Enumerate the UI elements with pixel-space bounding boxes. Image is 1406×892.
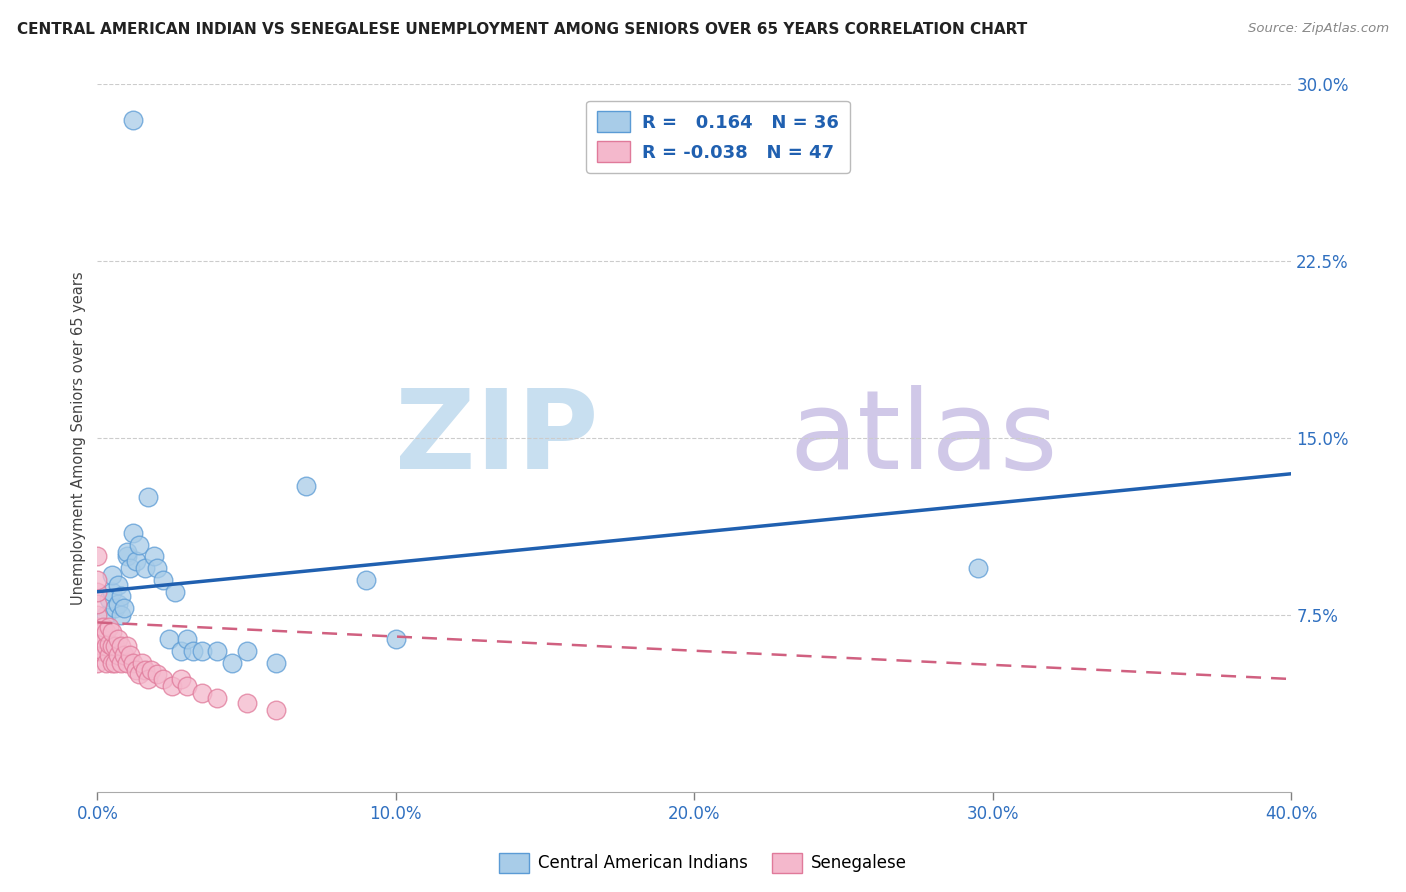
Point (157, 632, 180, 646)
Point (170, 644, 193, 658)
Point (101, 656, 124, 670)
Text: ZIP: ZIP (395, 384, 599, 491)
Text: CENTRAL AMERICAN INDIAN VS SENEGALESE UNEMPLOYMENT AMONG SENIORS OVER 65 YEARS C: CENTRAL AMERICAN INDIAN VS SENEGALESE UN… (17, 22, 1028, 37)
Point (91, 644, 114, 658)
Point (96, 608, 118, 623)
Point (160, 679, 183, 693)
Point (107, 648, 129, 663)
Point (96, 624, 118, 639)
Point (139, 663, 162, 677)
Point (96, 639, 118, 653)
Point (128, 667, 150, 681)
Point (112, 601, 135, 615)
Point (176, 679, 198, 693)
Point (98, 637, 121, 651)
Point (86, 584, 108, 599)
Point (152, 672, 174, 686)
Point (98, 620, 121, 634)
Point (115, 549, 138, 564)
Point (86, 608, 108, 623)
Point (107, 597, 129, 611)
Point (120, 648, 142, 663)
Point (131, 656, 153, 670)
Point (107, 632, 129, 646)
Point (110, 656, 132, 670)
Text: Source: ZipAtlas.com: Source: ZipAtlas.com (1249, 22, 1389, 36)
Point (91, 632, 114, 646)
Point (122, 112, 145, 127)
Point (86, 656, 108, 670)
Point (170, 672, 193, 686)
Point (125, 663, 148, 677)
Point (163, 584, 186, 599)
Point (205, 644, 228, 658)
Point (143, 549, 166, 564)
Point (101, 568, 124, 582)
Point (295, 478, 318, 492)
Point (134, 663, 156, 677)
Point (101, 639, 124, 653)
Point (86, 549, 108, 564)
Point (104, 639, 127, 653)
Point (266, 656, 288, 670)
Point (134, 561, 156, 575)
Point (181, 644, 204, 658)
Point (86, 632, 108, 646)
Point (104, 601, 127, 615)
Point (96, 656, 118, 670)
Point (86, 644, 108, 658)
Point (112, 648, 135, 663)
Point (235, 644, 257, 658)
Point (107, 577, 129, 591)
Point (115, 639, 138, 653)
Point (91, 620, 114, 634)
Point (152, 573, 174, 587)
Point (125, 554, 148, 568)
Point (122, 656, 145, 670)
Point (354, 573, 377, 587)
Point (115, 544, 138, 558)
Point (191, 644, 214, 658)
Point (128, 537, 150, 551)
Point (110, 639, 132, 653)
Point (120, 561, 142, 575)
Point (110, 608, 132, 623)
Point (86, 620, 108, 634)
Point (136, 672, 159, 686)
Point (146, 667, 169, 681)
Point (104, 656, 127, 670)
Point (176, 632, 198, 646)
Point (221, 656, 243, 670)
Point (266, 703, 288, 717)
Point (191, 686, 214, 700)
Legend: R =   0.164   N = 36, R = -0.038   N = 47: R = 0.164 N = 36, R = -0.038 N = 47 (586, 101, 851, 173)
Point (101, 584, 124, 599)
Y-axis label: Unemployment Among Seniors over 65 years: Unemployment Among Seniors over 65 years (72, 271, 86, 605)
Point (205, 690, 228, 705)
Point (101, 624, 124, 639)
Point (136, 491, 159, 505)
Point (146, 561, 169, 575)
Point (967, 561, 990, 575)
Point (110, 590, 132, 604)
Point (98, 648, 121, 663)
Point (86, 573, 108, 587)
Point (235, 696, 257, 710)
Legend: Central American Indians, Senegalese: Central American Indians, Senegalese (492, 847, 914, 880)
Point (385, 632, 408, 646)
Point (98, 591, 121, 606)
Point (122, 525, 145, 540)
Point (115, 656, 138, 670)
Point (86, 597, 108, 611)
Text: atlas: atlas (790, 384, 1059, 491)
